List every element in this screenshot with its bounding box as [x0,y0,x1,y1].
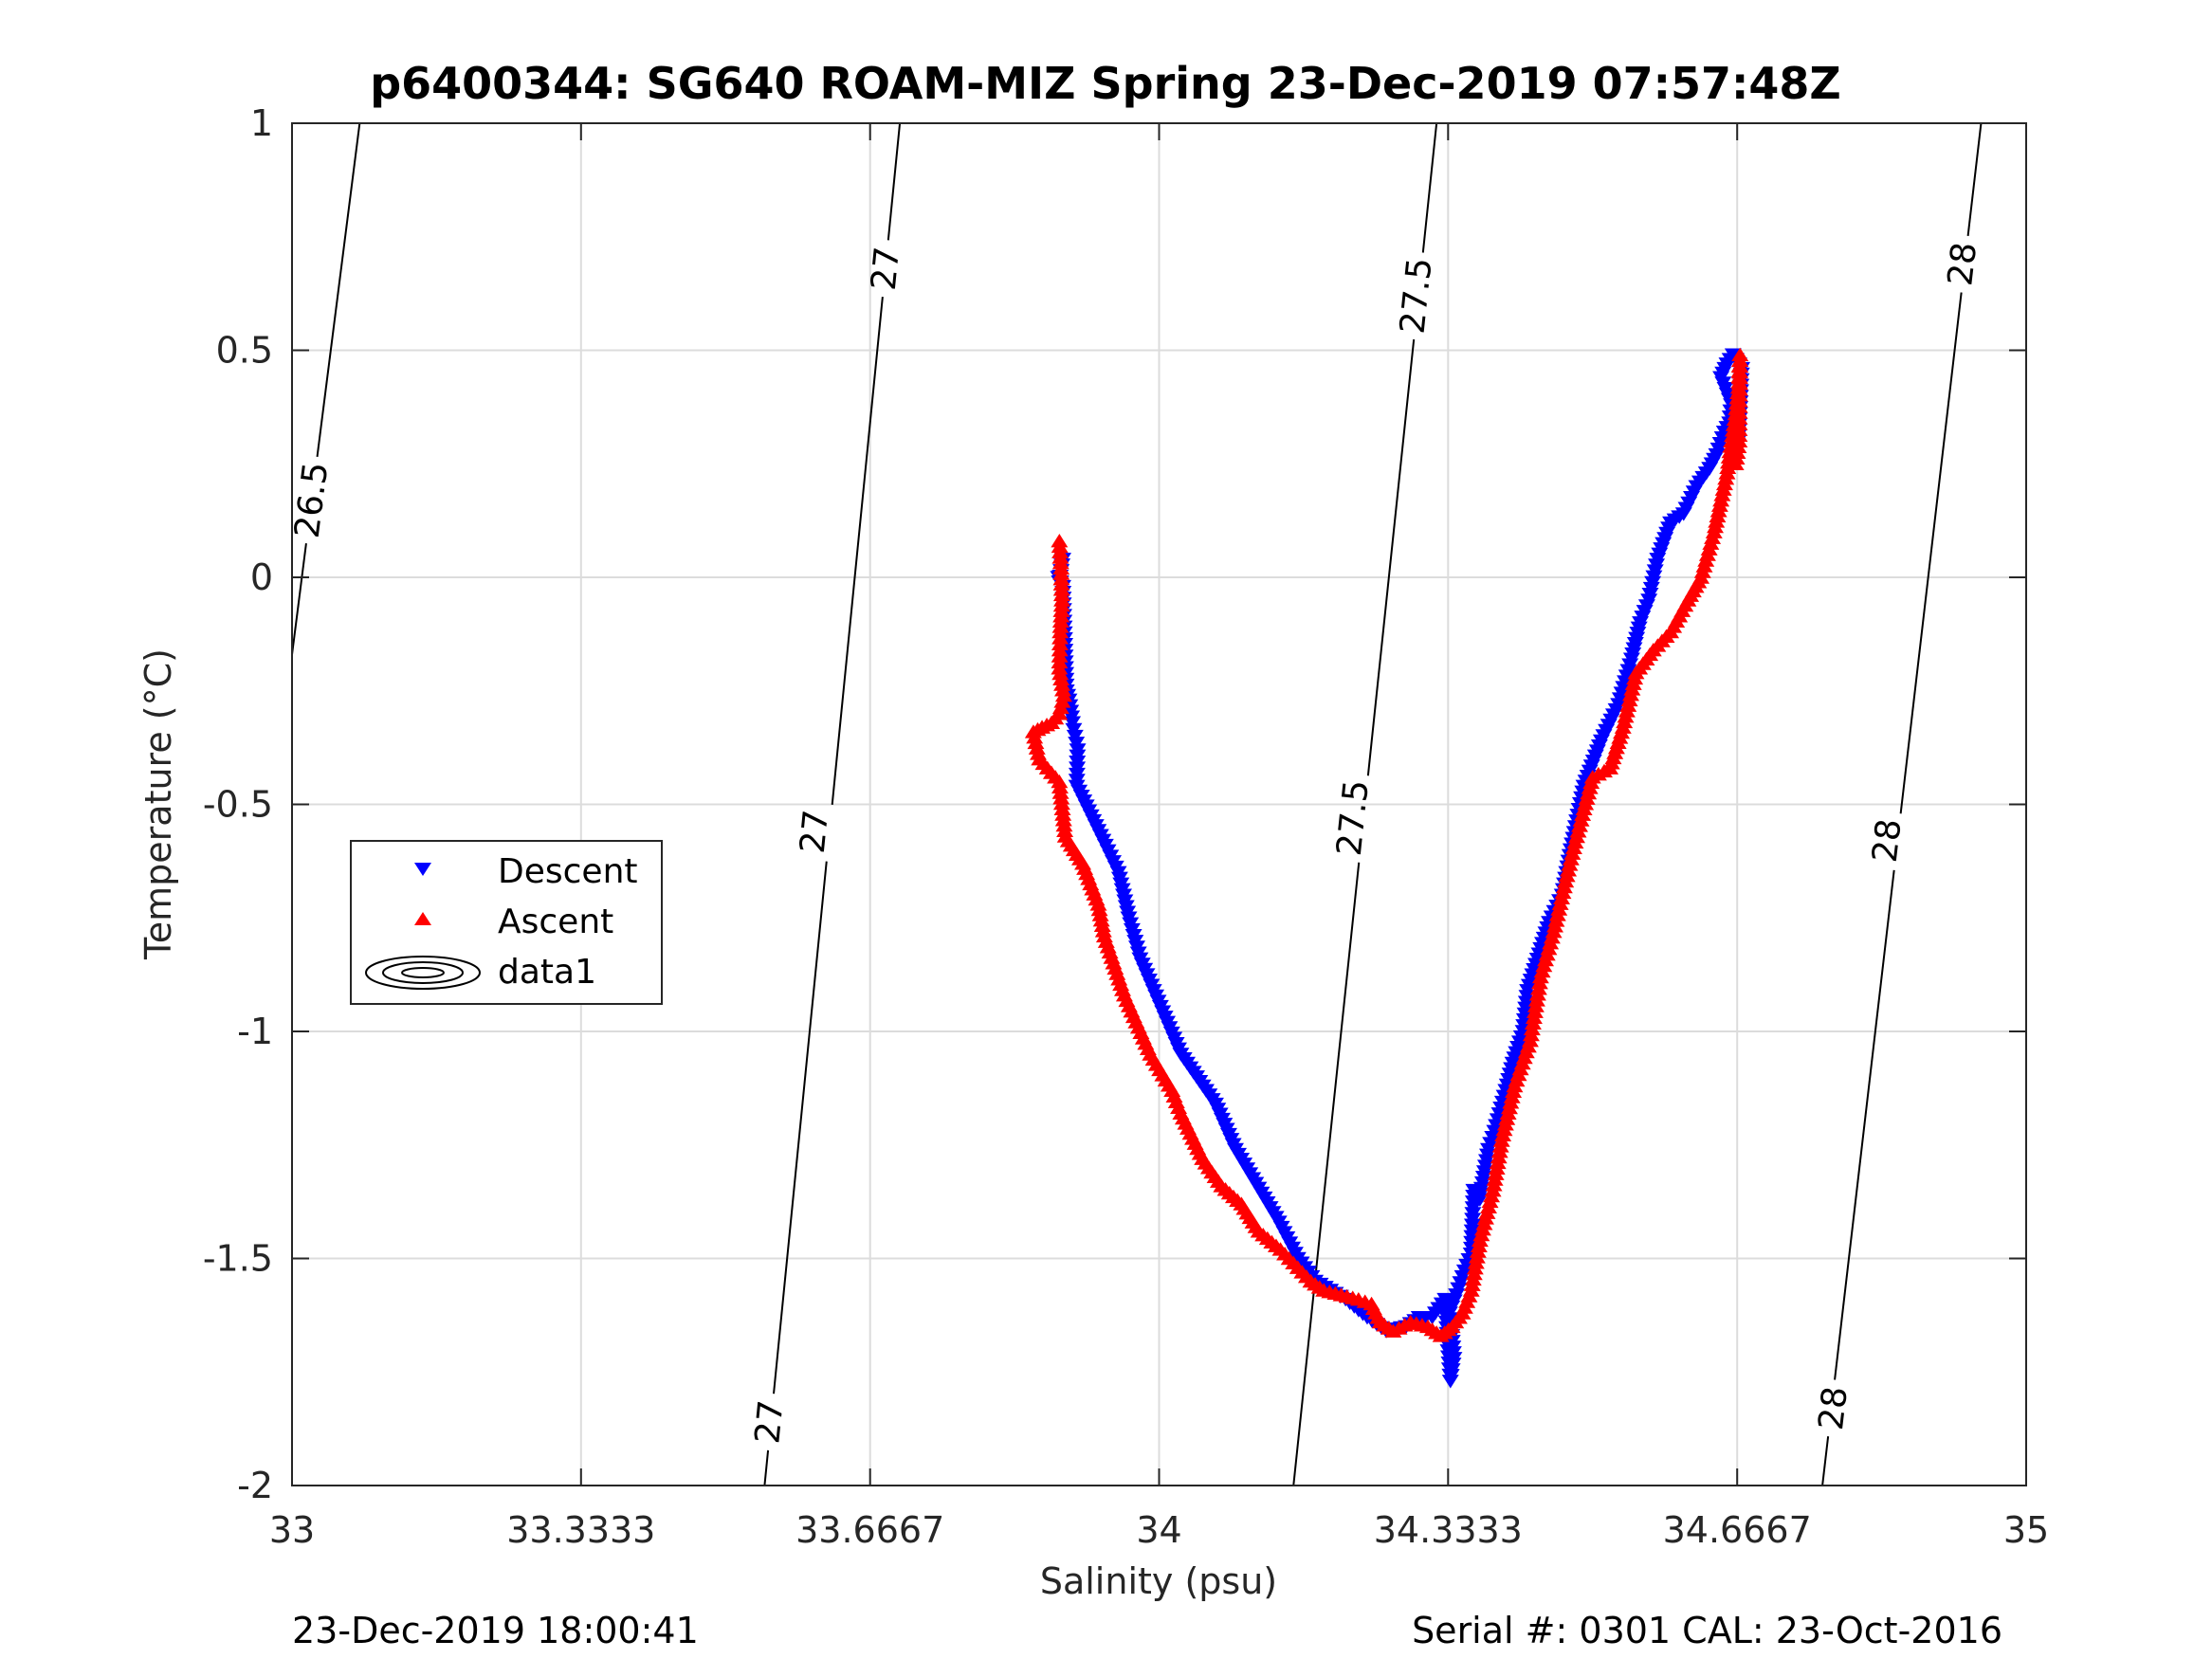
ascent-point [1053,694,1071,708]
footer-serial-cal: Serial #: 0301 CAL: 23-Oct-2016 [1412,1610,2002,1651]
y-axis-label: Temperature (°C) [137,648,179,960]
isopycnal-label: 27.5 [1330,778,1377,858]
descent-point [1444,1358,1462,1372]
ascent-point [1730,433,1748,448]
ascent-point [1089,897,1107,911]
descent-point [1641,588,1659,602]
descent-point [1473,1176,1491,1191]
legend-descent-label: Descent [498,852,638,891]
isopycnal-line [316,122,361,458]
descent-point [1477,1154,1495,1168]
ascent-point [1728,450,1746,465]
ascent-point [1092,912,1110,927]
isopycnal-line [1292,862,1361,1486]
descent-point [1442,1369,1460,1383]
descent-point [1441,1375,1459,1389]
ascent-point [1090,902,1108,917]
legend-ascent-marker [414,912,431,925]
y-tick-label: -2 [237,1465,273,1506]
isopycnal-line [1821,1435,1830,1486]
isopycnal-line [831,296,884,806]
descent-point [1478,1148,1496,1163]
ascent-point [1728,445,1746,460]
y-tick-label: 0.5 [216,330,273,372]
isopycnal-label: 27 [865,245,907,292]
ascent-point [1052,671,1070,686]
y-tick-label: 0 [250,556,273,598]
ascent-point [1051,661,1069,675]
x-axis-ticks: 33 33.3333 33.6667 34 34.3333 34.6667 35 [269,123,2049,1551]
y-axis-ticks: 1 0.5 0 -0.5 -1 -1.5 -2 [203,102,2026,1506]
x-tick-label: 33 [269,1509,315,1551]
isopycnal-line [1366,338,1416,776]
legend-box [350,840,663,1005]
descent-point [1648,558,1666,573]
isopycnal-line [1834,869,1895,1380]
ascent-point [1091,907,1109,921]
descent-point [1472,1181,1490,1196]
y-tick-label: -0.5 [203,784,273,826]
ascent-point [1051,665,1069,681]
ascent-point [1026,729,1044,744]
isopycnal-line [887,122,902,241]
descent-point [1443,1363,1461,1377]
isopycnal-label: 28 [1866,817,1910,865]
x-tick-label: 35 [2003,1509,2049,1551]
descent-point [1646,564,1664,578]
descent-point [1645,570,1663,584]
y-tick-label: -1 [237,1011,273,1052]
ascent-point [1051,700,1069,715]
x-tick-label: 34.3333 [1374,1509,1523,1551]
isopycnal-label: 27 [748,1398,791,1446]
isopycnal-label: 26.5 [288,460,337,540]
legend-descent-marker [414,863,431,876]
x-tick-label: 34 [1136,1509,1181,1551]
isopycnal-contours: 26.5 27 27 27 27.5 27.5 28 28 28 [288,122,1984,1486]
ascent-series [1024,347,1749,1342]
descent-point [1642,581,1660,596]
isopycnal-line [291,543,307,655]
ascent-point [1729,439,1747,454]
ascent-point [1053,683,1071,697]
descent-point [1471,1193,1489,1207]
legend: Descent Ascent data1 [350,840,663,1005]
footer-timestamp: 23-Dec-2019 18:00:41 [292,1610,699,1651]
ascent-point [1727,456,1745,470]
ascent-point [1053,677,1071,691]
isopycnal-line [1899,292,1963,814]
x-tick-label: 33.3333 [506,1509,655,1551]
isopycnal-line [1421,122,1438,253]
isopycnal-label: 28 [1812,1384,1856,1431]
y-tick-label: -1.5 [203,1238,273,1280]
ascent-point [1030,746,1048,760]
x-tick-label: 34.6667 [1663,1509,1812,1551]
isopycnal-label: 27 [794,808,836,855]
ascent-point [1054,687,1072,702]
isopycnal-label: 27.5 [1394,256,1440,336]
legend-data1-label: data1 [498,953,596,992]
legend-ascent-label: Ascent [498,902,613,941]
ascent-point [1094,923,1112,938]
isopycnal-line [1966,122,1983,237]
x-axis-label: Salinity (psu) [1040,1560,1277,1602]
legend-contour-icon [365,956,481,990]
isopycnal-label: 28 [1941,240,1984,287]
ascent-point [1027,735,1045,750]
descent-point [1475,1165,1493,1179]
descent-point [1472,1187,1490,1202]
ascent-point [1024,724,1042,738]
y-tick-label: 1 [250,102,273,144]
isopycnal-line [773,861,828,1395]
descent-point [1474,1171,1492,1185]
ascent-point [1093,918,1111,932]
descent-point [1476,1159,1494,1174]
chart-title: p6400344: SG640 ROAM-MIZ Spring 23-Dec-2… [370,58,1841,109]
ascent-point [1028,740,1046,755]
descent-point [1644,575,1662,591]
isopycnal-line [763,1449,770,1486]
x-tick-label: 33.6667 [795,1509,944,1551]
descent-point [1640,593,1658,608]
